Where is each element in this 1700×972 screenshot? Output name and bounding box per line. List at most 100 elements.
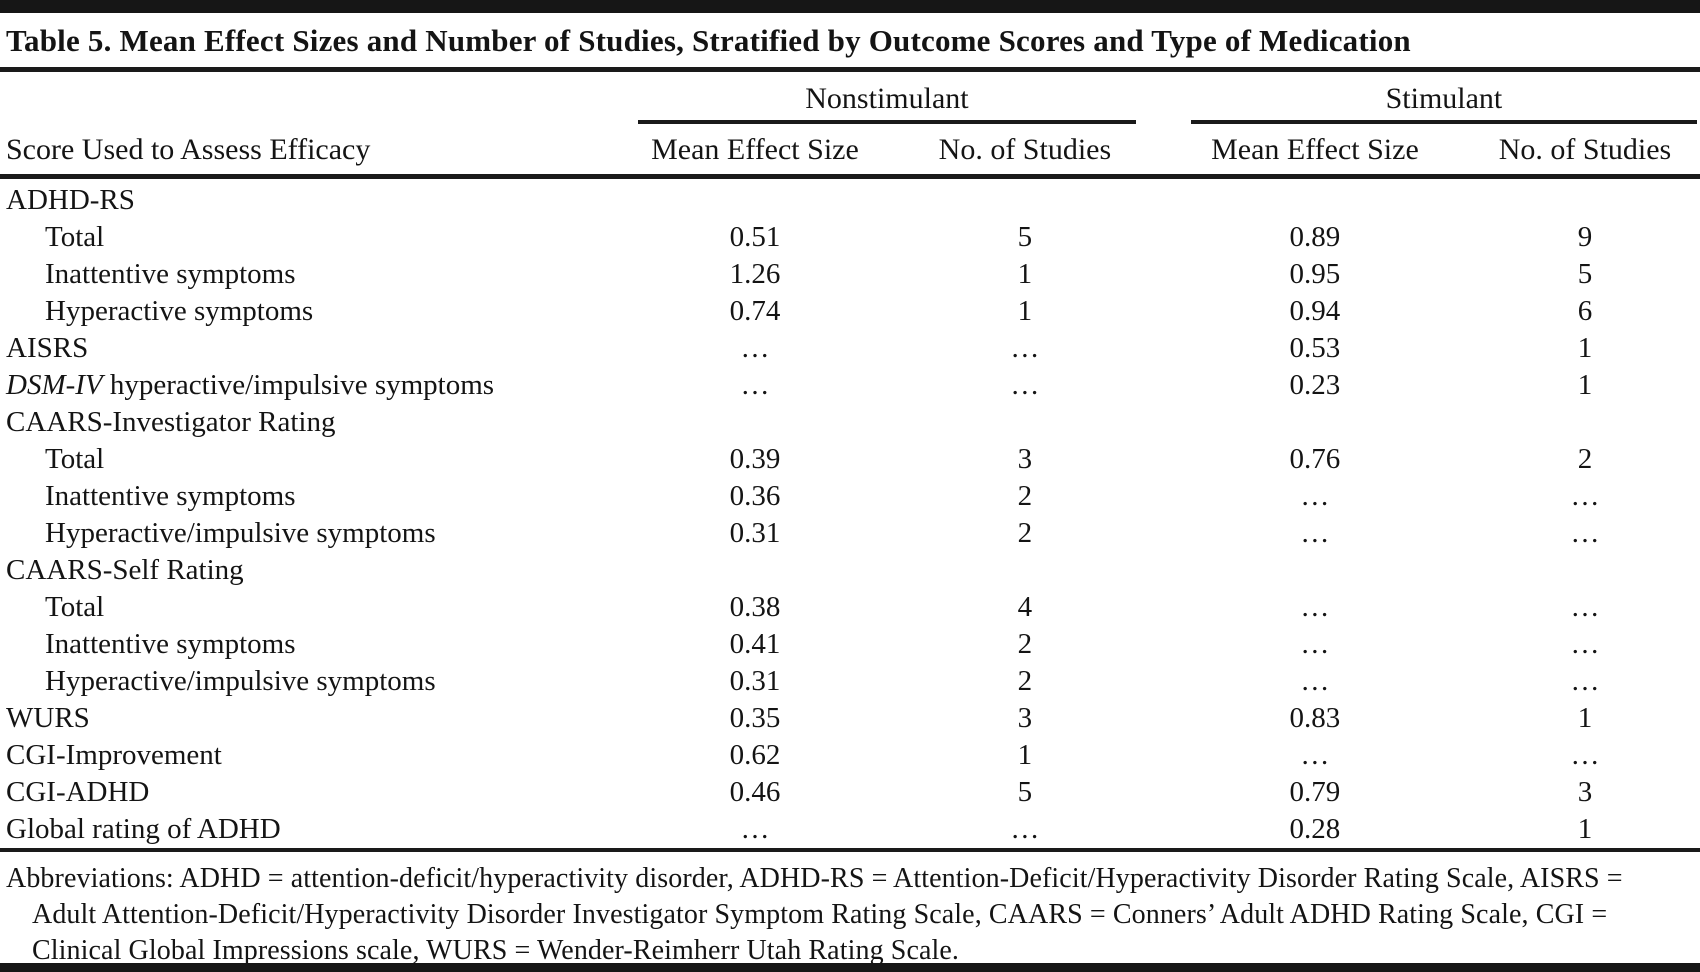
row-label: Hyperactive symptoms bbox=[45, 295, 314, 327]
cell-value: 9 bbox=[1577, 221, 1593, 253]
cell-value: 0.74 bbox=[729, 295, 781, 327]
cell-value: … bbox=[1010, 813, 1040, 845]
column-header-no-of-studies-nonstimulant: No. of Studies bbox=[889, 125, 1160, 179]
table-body: ADHD-RS Total 0.51 5 0.89 9 Inattentive sympto… bbox=[0, 177, 1700, 851]
row-label: CAARS-Self Rating bbox=[6, 554, 244, 586]
row-label: ADHD-RS bbox=[6, 184, 135, 216]
column-header-row: Score Used to Assess Efficacy Mean Effec… bbox=[0, 125, 1700, 179]
cell-value: 2 bbox=[1577, 443, 1593, 475]
cell-value: … bbox=[1570, 591, 1600, 623]
table-row: Inattentive symptoms 0.36 2…… bbox=[0, 478, 1700, 515]
cell-value: 2 bbox=[1017, 517, 1033, 549]
cell-value bbox=[620, 404, 890, 441]
cell-value: 2 bbox=[1017, 480, 1033, 512]
top-rule bbox=[0, 0, 1700, 13]
cell-value bbox=[890, 177, 1160, 220]
cell-value: 1.26 bbox=[729, 258, 781, 290]
cell-value: 0.31 bbox=[729, 665, 781, 697]
cell-value: 0.38 bbox=[729, 591, 781, 623]
cell-value: 4 bbox=[1017, 591, 1033, 623]
table-row: CGI-Improvement 0.62 1 … … bbox=[0, 737, 1700, 774]
cell-value: 0.31 bbox=[729, 517, 781, 549]
cell-value: 0.53 bbox=[1289, 332, 1341, 364]
column-header-mean-effect-size-stimulant: Mean Effect Size bbox=[1159, 125, 1470, 179]
column-header-score: Score Used to Assess Efficacy bbox=[0, 125, 620, 179]
row-label: CGI-Improvement bbox=[6, 739, 222, 771]
table-row: Total 0.51 5 0.89 9 bbox=[0, 219, 1700, 256]
cell-value: … bbox=[1570, 739, 1600, 771]
cell-value: 0.23 bbox=[1289, 369, 1341, 401]
cell-value: … bbox=[1570, 665, 1600, 697]
row-label: Hyperactive/impulsive symptoms bbox=[45, 665, 436, 697]
cell-value: 0.39 bbox=[729, 443, 781, 475]
group-header-nonstimulant: Nonstimulant bbox=[620, 72, 1160, 125]
row-label: Inattentive symptoms bbox=[45, 628, 296, 660]
group-label-nonstimulant: Nonstimulant bbox=[637, 81, 1136, 124]
table-title: Table 5. Mean Effect Sizes and Number of… bbox=[0, 13, 1700, 72]
cell-value: 1 bbox=[1017, 295, 1033, 327]
row-label: Total bbox=[45, 443, 105, 475]
table-row: Inattentive symptoms 0.41 2 … … bbox=[0, 626, 1700, 663]
group-label-stimulant: Stimulant bbox=[1190, 81, 1697, 124]
cell-value: 0.95 bbox=[1289, 258, 1341, 290]
table-row: CAARS-Investigator Rating bbox=[0, 404, 1700, 441]
cell-value: 0.28 bbox=[1289, 813, 1341, 845]
cell-value: 0.51 bbox=[729, 221, 781, 253]
row-label: Global rating of ADHD bbox=[6, 813, 281, 845]
cell-value bbox=[1470, 177, 1700, 220]
row-label: Inattentive symptoms bbox=[45, 258, 296, 290]
cell-value: 2 bbox=[1017, 665, 1033, 697]
cell-value: 3 bbox=[1017, 443, 1033, 475]
group-header-spacer bbox=[0, 72, 620, 125]
cell-value: 1 bbox=[1017, 258, 1033, 290]
cell-value: 5 bbox=[1017, 221, 1033, 253]
cell-value: 2 bbox=[1017, 628, 1033, 660]
table-row: Inattentive symptoms 1.26 1 0.95 5 bbox=[0, 256, 1700, 293]
cell-value: … bbox=[1570, 628, 1600, 660]
cell-value bbox=[1470, 404, 1700, 441]
cell-value: … bbox=[740, 813, 770, 845]
cell-value: … bbox=[1300, 628, 1330, 660]
table-row: AISRS … … 0.53 1 bbox=[0, 330, 1700, 367]
cell-value: 0.89 bbox=[1289, 221, 1341, 253]
cell-value: … bbox=[1300, 739, 1330, 771]
row-label: AISRS bbox=[6, 332, 89, 364]
row-label: DSM-IV hyperactive/impulsive symptoms bbox=[6, 369, 495, 401]
cell-value: 0.41 bbox=[729, 628, 781, 660]
cell-value: 0.83 bbox=[1289, 702, 1341, 734]
table-row: Total 0.38 4…… bbox=[0, 589, 1700, 626]
table-row: WURS 0.35 3 0.83 1 bbox=[0, 700, 1700, 737]
table-row: CGI-ADHD 0.46 5 0.79 3 bbox=[0, 774, 1700, 811]
cell-value: 5 bbox=[1577, 258, 1593, 290]
cell-value bbox=[1160, 552, 1470, 589]
cell-value: … bbox=[1570, 517, 1600, 549]
cell-value: 6 bbox=[1577, 295, 1593, 327]
cell-value: 0.94 bbox=[1289, 295, 1341, 327]
cell-value: 0.36 bbox=[729, 480, 781, 512]
cell-value: 0.76 bbox=[1289, 443, 1341, 475]
effect-sizes-table: Nonstimulant Stimulant Score Used to Ass… bbox=[0, 72, 1700, 852]
column-header-mean-effect-size-nonstimulant: Mean Effect Size bbox=[619, 125, 890, 179]
row-label: Inattentive symptoms bbox=[45, 480, 296, 512]
cell-value: 0.62 bbox=[729, 739, 781, 771]
table-header: Nonstimulant Stimulant Score Used to Ass… bbox=[0, 72, 1700, 179]
row-label: CGI-ADHD bbox=[6, 776, 150, 808]
row-label: Hyperactive/impulsive symptoms bbox=[45, 517, 436, 549]
cell-value: … bbox=[1010, 369, 1040, 401]
cell-value: 3 bbox=[1017, 702, 1033, 734]
cell-value: … bbox=[1300, 480, 1330, 512]
cell-value bbox=[1160, 404, 1470, 441]
group-header-stimulant: Stimulant bbox=[1160, 72, 1700, 125]
cell-value: … bbox=[1010, 332, 1040, 364]
cell-value: 1 bbox=[1577, 813, 1593, 845]
cell-value: 1 bbox=[1577, 332, 1593, 364]
cell-value: 1 bbox=[1577, 702, 1593, 734]
cell-value: 0.35 bbox=[729, 702, 781, 734]
cell-value: 1 bbox=[1017, 739, 1033, 771]
cell-value: … bbox=[1300, 591, 1330, 623]
cell-value: 0.79 bbox=[1289, 776, 1341, 808]
cell-value: 1 bbox=[1577, 369, 1593, 401]
cell-value: … bbox=[1300, 517, 1330, 549]
row-label: CAARS-Investigator Rating bbox=[6, 406, 336, 438]
row-label: Total bbox=[45, 221, 105, 253]
